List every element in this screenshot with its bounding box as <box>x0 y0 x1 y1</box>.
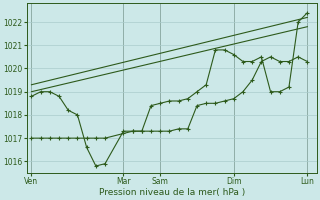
X-axis label: Pression niveau de la mer( hPa ): Pression niveau de la mer( hPa ) <box>99 188 245 197</box>
